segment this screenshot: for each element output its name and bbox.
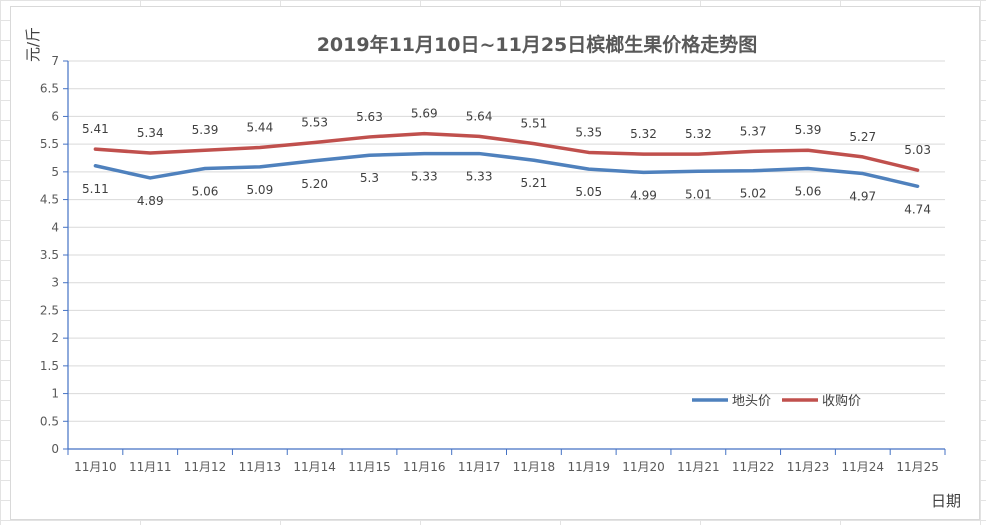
- data-label: 5.33: [411, 170, 438, 184]
- x-tick-label: 11月25: [896, 460, 939, 474]
- y-tick-label: 4.5: [40, 193, 59, 207]
- x-tick-label: 11月15: [348, 460, 391, 474]
- y-tick-label: 6: [51, 109, 59, 123]
- x-tick-label: 11月13: [239, 460, 282, 474]
- x-tick-label: 11月11: [129, 460, 172, 474]
- data-label: 5.69: [411, 107, 438, 121]
- data-label: 5.11: [82, 182, 109, 196]
- x-tick-label: 11月22: [732, 460, 775, 474]
- data-label: 5.03: [904, 143, 931, 157]
- chart-title: 2019年11月10日~11月25日槟榔生果价格走势图: [317, 33, 758, 56]
- data-label: 5.41: [82, 122, 109, 136]
- data-label: 5.39: [192, 123, 219, 137]
- x-tick-label: 11月19: [567, 460, 610, 474]
- x-tick-label: 11月23: [787, 460, 830, 474]
- y-tick-label: 7: [51, 54, 59, 68]
- y-tick-label: 3.5: [40, 248, 59, 262]
- x-tick-label: 11月21: [677, 460, 720, 474]
- y-tick-label: 5.5: [40, 137, 59, 151]
- legend-entry: 地头价: [732, 394, 771, 409]
- x-tick-label: 11月20: [622, 460, 665, 474]
- y-tick-label: 0: [51, 442, 59, 456]
- x-tick-label: 11月14: [293, 460, 336, 474]
- y-tick-label: 2.5: [40, 303, 59, 317]
- data-label: 5.32: [630, 127, 657, 141]
- y-tick-label: 3: [51, 276, 59, 290]
- data-label: 4.89: [137, 194, 164, 208]
- chart-area[interactable]: [10, 6, 980, 520]
- data-label: 5.09: [246, 183, 273, 197]
- data-label: 5.21: [521, 176, 548, 190]
- y-tick-label: 0.5: [40, 414, 59, 428]
- data-label: 5.35: [575, 125, 602, 139]
- x-axis-title: 日期: [931, 492, 961, 510]
- data-label: 5.37: [740, 124, 767, 138]
- data-label: 5.53: [301, 115, 328, 129]
- data-label: 5.06: [192, 185, 219, 199]
- legend-entry: 收购价: [822, 393, 861, 409]
- y-tick-label: 1.5: [40, 359, 59, 373]
- data-label: 4.99: [630, 188, 657, 202]
- data-label: 5.3: [360, 171, 379, 185]
- x-tick-label: 11月18: [513, 460, 556, 474]
- data-label: 5.64: [466, 109, 493, 123]
- data-label: 5.01: [685, 187, 712, 201]
- data-label: 5.06: [795, 185, 822, 199]
- x-tick-label: 11月17: [458, 460, 501, 474]
- data-label: 5.33: [466, 170, 493, 184]
- data-label: 4.74: [904, 202, 931, 216]
- data-label: 5.32: [685, 127, 712, 141]
- data-label: 4.97: [849, 190, 876, 204]
- data-label: 5.34: [137, 126, 164, 140]
- x-tick-label: 11月10: [74, 460, 117, 474]
- data-label: 5.05: [575, 185, 602, 199]
- x-tick-label: 11月24: [842, 460, 885, 474]
- y-tick-label: 6.5: [40, 82, 59, 96]
- data-label: 5.51: [521, 117, 548, 131]
- series-line-ditou: [93, 151, 920, 189]
- x-tick-label: 11月16: [403, 460, 446, 474]
- data-label: 5.39: [795, 123, 822, 137]
- x-tick-label: 11月12: [184, 460, 227, 474]
- y-tick-label: 2: [51, 331, 59, 345]
- y-tick-label: 5: [51, 165, 59, 179]
- series-line-shougou: [93, 131, 920, 172]
- y-axis-title: 元/斤: [24, 27, 42, 62]
- y-tick-label: 1: [51, 387, 59, 401]
- y-tick-label: 4: [51, 220, 59, 234]
- data-label: 5.44: [246, 120, 273, 134]
- data-label: 5.02: [740, 187, 767, 201]
- data-label: 5.27: [849, 130, 876, 144]
- data-label: 5.20: [301, 177, 328, 191]
- data-label: 5.63: [356, 110, 383, 124]
